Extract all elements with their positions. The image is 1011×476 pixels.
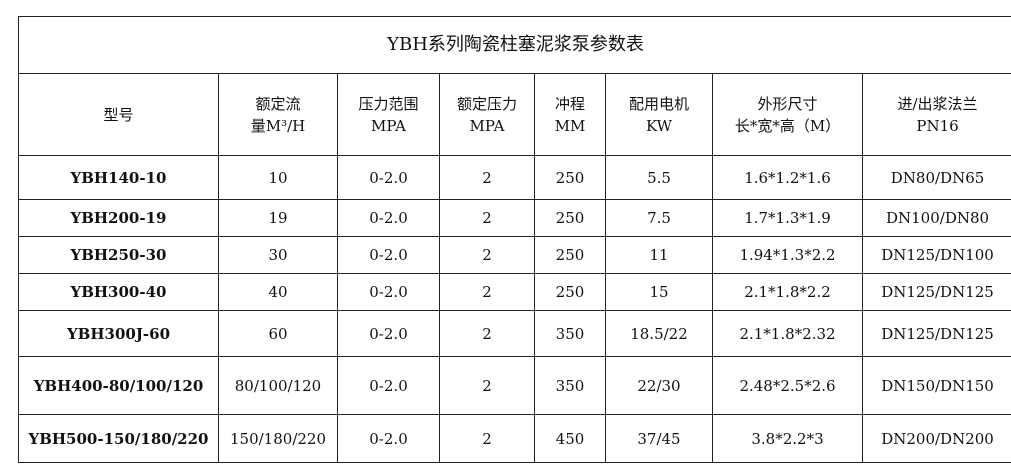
table-cell: 2 — [439, 273, 535, 311]
table-cell: 2 — [439, 199, 535, 237]
table-cell: 30 — [218, 236, 338, 274]
table-cell: 60 — [218, 310, 338, 357]
table-row: YBH200-19 19 0-2.0 2 250 7.5 1.7*1.3*1.9 DN100/… — [18, 199, 1011, 237]
table-cell: YBH300-40 — [18, 273, 219, 311]
table-cell: DN80/DN65 — [861, 155, 1011, 200]
table-cell: 2 — [439, 414, 535, 463]
column-header: 额定流量M³/H — [218, 73, 338, 156]
column-header-line: 量M³/H — [250, 116, 306, 135]
table-cell: 250 — [534, 199, 606, 237]
table-cell: 2.1*1.8*2.2 — [712, 273, 863, 311]
table-cell: 0-2.0 — [337, 356, 440, 415]
column-header: 型号 — [18, 73, 219, 156]
column-header-line: 外形尺寸 — [757, 94, 818, 113]
table-cell: 22/30 — [605, 356, 713, 415]
column-header: 冲程 MM — [534, 73, 606, 156]
table-cell: YBH300J-60 — [18, 310, 219, 357]
table-cell: 2 — [439, 356, 535, 415]
table-cell: 0-2.0 — [337, 155, 440, 200]
table-cell: 1.6*1.2*1.6 — [712, 155, 863, 200]
column-header-line: 长*宽*高（M） — [734, 116, 841, 135]
table-cell: 1.7*1.3*1.9 — [712, 199, 863, 237]
table-cell: 10 — [218, 155, 338, 200]
column-header-line: 额定压力 — [456, 94, 517, 113]
table-cell: 250 — [534, 236, 606, 274]
table-cell: 0-2.0 — [337, 236, 440, 274]
table-cell: 2.48*2.5*2.6 — [712, 356, 863, 415]
pump-parameter-table: YBH系列陶瓷柱塞泥浆泵参数表 型号 额定流量M³/H 压力范围 MPA 额定压力 MPA… — [17, 16, 1011, 463]
table-cell: 2.1*1.8*2.32 — [712, 310, 863, 357]
column-header: 压力范围 MPA — [337, 73, 440, 156]
table-row: YBH300-40 40 0-2.0 2 250 15 2.1*1.8*2.2 DN125/D… — [18, 273, 1011, 311]
column-header-line: 额定流 — [255, 94, 301, 113]
table-cell: 2 — [439, 236, 535, 274]
column-header-line: 进/出浆法兰 — [897, 94, 978, 113]
table-cell: YBH500-150/180/220 — [18, 414, 219, 463]
table-row: YBH140-10 10 0-2.0 2 250 5.5 1.6*1.2*1.6 DN80/D… — [18, 155, 1011, 200]
column-header-line: MPA — [469, 116, 505, 135]
table-cell: DN125/DN125 — [861, 273, 1011, 311]
table-row: YBH250-30 30 0-2.0 2 250 11 1.94*1.3*2.2 DN125/… — [18, 236, 1011, 274]
table-row: YBH400-80/100/120 80/100/120 0-2.0 2 350 22/3… — [18, 356, 1011, 415]
table-cell: 0-2.0 — [337, 273, 440, 311]
table-row: YBH300J-60 60 0-2.0 2 350 18.5/22 2.1*1.8*2.32… — [18, 310, 1011, 357]
table-cell: 19 — [218, 199, 338, 237]
table-row: YBH500-150/180/220 150/180/220 0-2.0 2 450 37… — [18, 414, 1011, 463]
table-cell: 7.5 — [605, 199, 713, 237]
table-cell: 350 — [534, 356, 606, 415]
column-header-line: 配用电机 — [628, 94, 689, 113]
column-header: 进/出浆法兰 PN16 — [861, 73, 1011, 156]
table-cell: YBH140-10 — [18, 155, 219, 200]
table-cell: 18.5/22 — [605, 310, 713, 357]
table-cell: 150/180/220 — [218, 414, 338, 463]
column-header-line: MPA — [371, 116, 406, 135]
table-cell: DN200/DN200 — [861, 414, 1011, 463]
title-row: YBH系列陶瓷柱塞泥浆泵参数表 — [17, 16, 1011, 74]
table-cell: 250 — [534, 273, 606, 311]
table-cell: 0-2.0 — [337, 414, 440, 463]
column-header: 外形尺寸长*宽*高（M） — [712, 73, 863, 156]
column-header: 额定压力 MPA — [439, 73, 535, 156]
column-header-line: MM — [554, 116, 586, 135]
table-cell: 250 — [534, 155, 606, 200]
table-cell: 80/100/120 — [218, 356, 338, 415]
table-cell: 5.5 — [605, 155, 713, 200]
table-cell: 11 — [605, 236, 713, 274]
table-title: YBH系列陶瓷柱塞泥浆泵参数表 — [17, 16, 1011, 74]
table-cell: YBH400-80/100/120 — [18, 356, 219, 415]
table-cell: 0-2.0 — [337, 199, 440, 237]
column-header-line: KW — [645, 116, 673, 135]
table-cell: 2 — [439, 310, 535, 357]
table-cell: 350 — [534, 310, 606, 357]
column-header-line: PN16 — [916, 116, 959, 135]
table-cell: 3.8*2.2*3 — [712, 414, 863, 463]
table-cell: DN125/DN100 — [861, 236, 1011, 274]
column-header: 配用电机 KW — [605, 73, 713, 156]
header-row: 型号 额定流量M³/H 压力范围 MPA 额定压力 MPA 冲程 MM 配用电机 KW 外形尺寸长*… — [18, 73, 1011, 156]
table-cell: 40 — [218, 273, 338, 311]
table-cell: 450 — [534, 414, 606, 463]
column-header-line: 冲程 — [554, 94, 585, 113]
column-header-line: 型号 — [103, 105, 134, 124]
table-cell: DN100/DN80 — [861, 199, 1011, 237]
table-cell: 37/45 — [605, 414, 713, 463]
table-cell: YBH250-30 — [18, 236, 219, 274]
column-header-line: 压力范围 — [358, 94, 419, 113]
table-cell: YBH200-19 — [18, 199, 219, 237]
table-cell: DN150/DN150 — [861, 356, 1011, 415]
table-cell: DN125/DN125 — [861, 310, 1011, 357]
table-cell: 0-2.0 — [337, 310, 440, 357]
table-cell: 2 — [439, 155, 535, 200]
table-cell: 15 — [605, 273, 713, 311]
table-cell: 1.94*1.3*2.2 — [712, 236, 863, 274]
